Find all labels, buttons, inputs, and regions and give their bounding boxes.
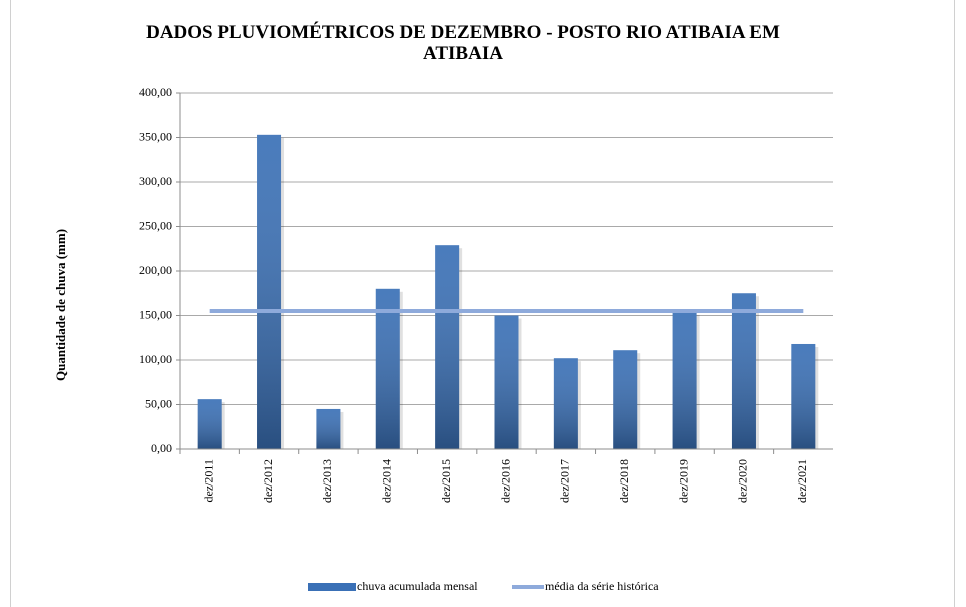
x-tick-label: dez/2019 — [676, 459, 690, 503]
bar-shade — [613, 350, 638, 449]
bar-shade — [316, 408, 341, 449]
x-tick-label: dez/2021 — [795, 459, 809, 503]
bar-shade — [375, 288, 400, 449]
y-tick-label: 200,00 — [139, 263, 172, 277]
bar-shade — [257, 134, 282, 449]
bar-shade — [731, 293, 756, 449]
bar-shade — [791, 343, 816, 449]
y-tick-label: 100,00 — [139, 352, 172, 366]
x-tick-label: dez/2011 — [201, 459, 215, 503]
x-tick-label: dez/2013 — [320, 459, 334, 503]
legend-swatch — [308, 583, 356, 591]
y-tick-label: 300,00 — [139, 174, 172, 188]
x-tick-label: dez/2020 — [736, 459, 750, 503]
chart-title: DADOS PLUVIOMÉTRICOS DE DEZEMBRO - POSTO… — [146, 22, 780, 64]
bar-shade — [494, 315, 519, 449]
x-tick-label: dez/2018 — [617, 459, 631, 503]
x-tick-label: dez/2016 — [498, 459, 512, 503]
legend-label: média da série histórica — [545, 579, 659, 593]
y-tick-label: 50,00 — [145, 396, 172, 410]
bar-shade — [435, 245, 460, 449]
bar-shade — [553, 358, 578, 449]
x-tick-label: dez/2014 — [380, 459, 394, 503]
y-tick-label: 0,00 — [151, 441, 172, 455]
y-axis-label: Quantidade de chuva (mm) — [53, 229, 68, 381]
chart-frame — [10, 0, 955, 607]
y-tick-label: 400,00 — [139, 85, 172, 99]
y-tick-label: 350,00 — [139, 129, 172, 143]
legend-label: chuva acumulada mensal — [357, 579, 478, 593]
x-tick-label: dez/2012 — [261, 459, 275, 503]
y-tick-label: 150,00 — [139, 307, 172, 321]
bar-shade — [197, 399, 222, 449]
bar-shade — [672, 311, 697, 449]
x-tick-label: dez/2017 — [558, 459, 572, 503]
y-tick-label: 250,00 — [139, 218, 172, 232]
x-tick-label: dez/2015 — [439, 459, 453, 503]
